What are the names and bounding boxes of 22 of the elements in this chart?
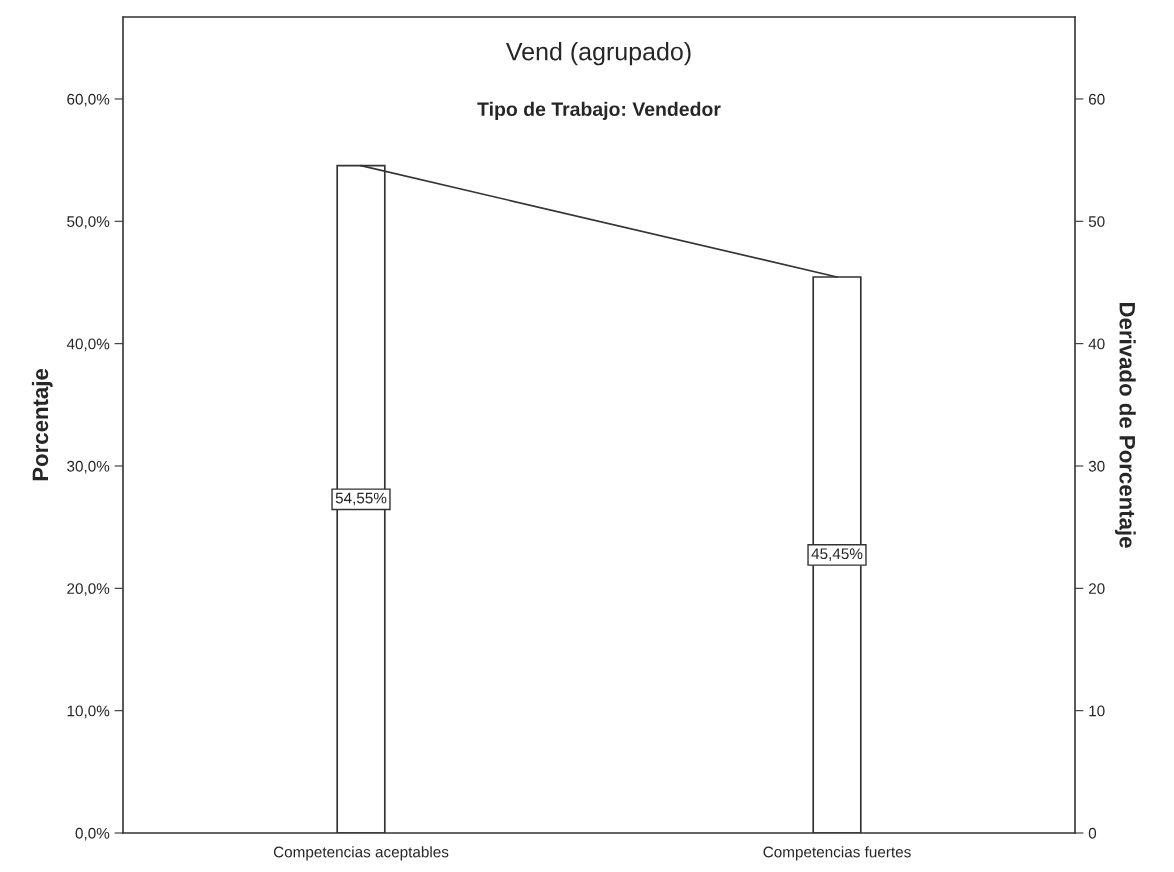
- text: Tipo de Trabajo: Vendedor: [477, 101, 721, 120]
- y-tick-label: 30,0%: [67, 460, 110, 474]
- y-tick-label: 50,0%: [67, 216, 110, 229]
- y2-tick-label: 30: [1088, 460, 1105, 472]
- x-tick-label: Competencias aceptables: [273, 846, 449, 861]
- y-tick-label: 60,0%: [67, 93, 110, 107]
- x-tick-label: Competencias fuertes: [763, 846, 911, 861]
- y2-axis-title: Derivado de Porcentaje: [1115, 302, 1136, 548]
- y-tick-label: 40,0%: [66, 338, 110, 352]
- y-tick-label: 10,0%: [67, 705, 110, 719]
- text: Vend (agrupado): [505, 42, 691, 66]
- y-tick-label: 20,0%: [67, 583, 110, 596]
- data-label: 45,45%: [811, 548, 863, 561]
- y2-tick-label: 20: [1088, 583, 1105, 595]
- y2-tick-label: 0: [1088, 827, 1097, 839]
- y2-tick-label: 60: [1088, 93, 1105, 105]
- y2-tick-label: 40: [1088, 338, 1105, 350]
- y2-tick-label: 50: [1088, 216, 1105, 227]
- y2-tick-label: 10: [1089, 705, 1105, 717]
- y-axis-title: Porcentaje: [31, 368, 53, 481]
- y-tick-label: 0,0%: [75, 827, 110, 841]
- data-label: 54,55%: [335, 492, 387, 506]
